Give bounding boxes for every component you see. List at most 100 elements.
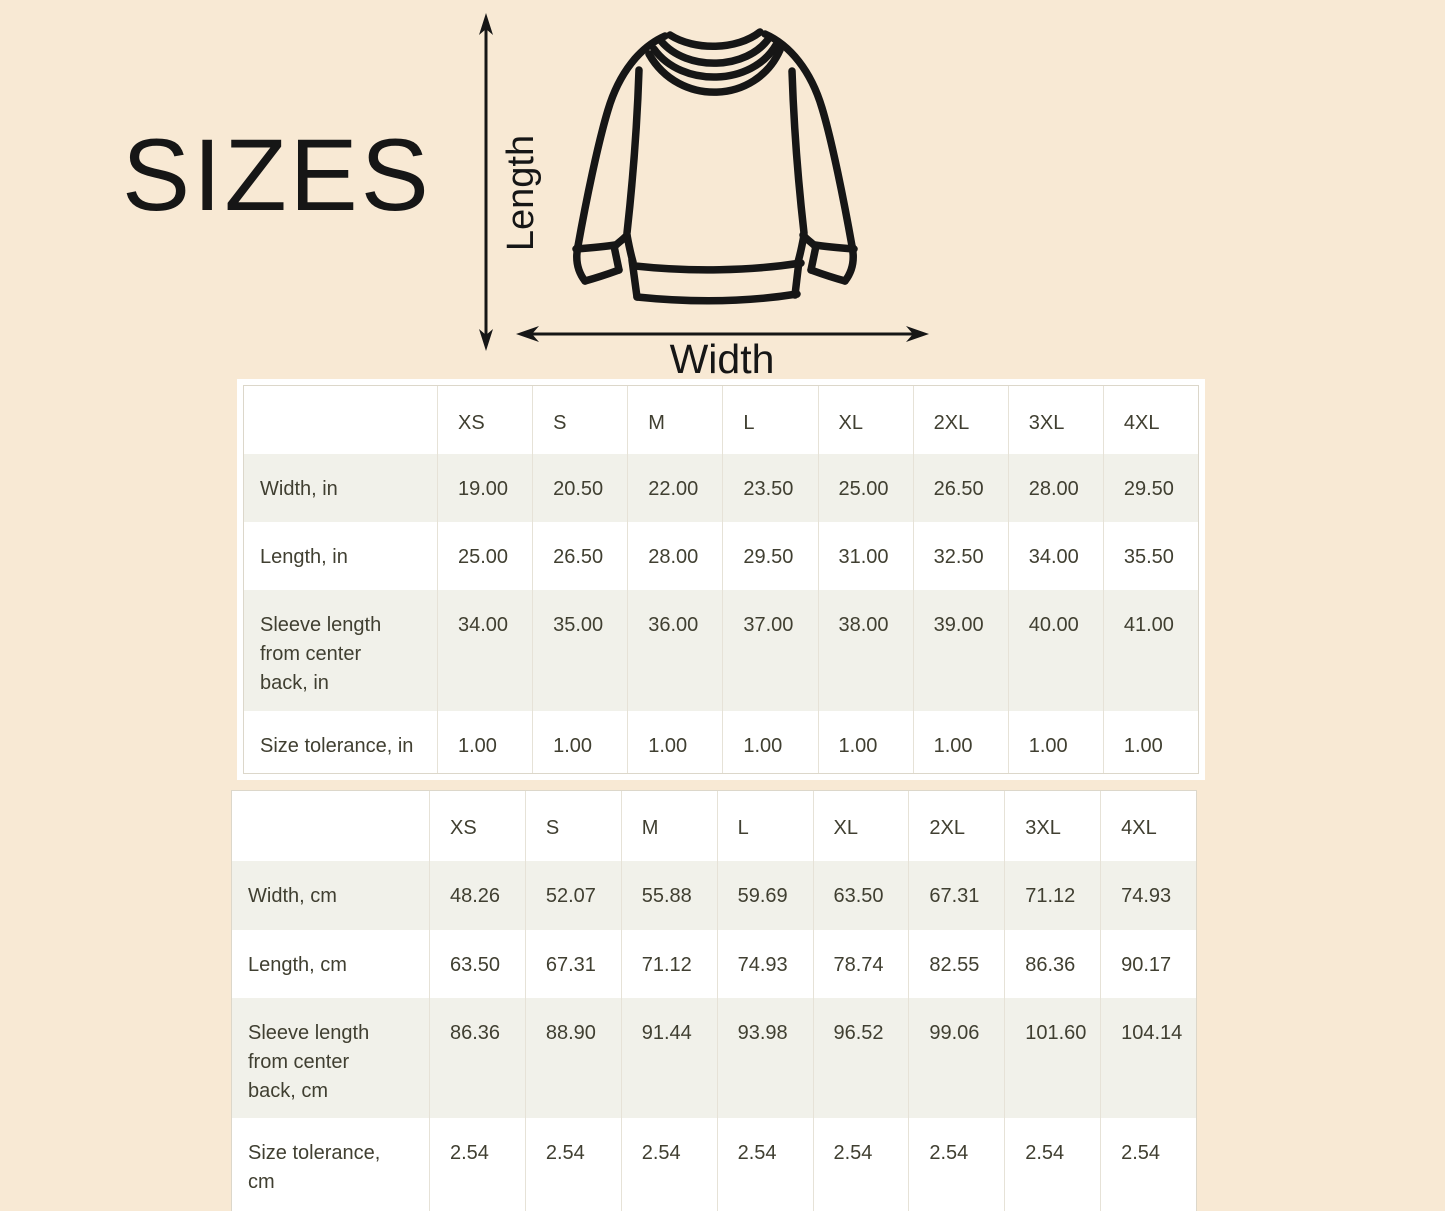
value-cell: 2.54	[429, 1118, 525, 1211]
value-cell: 91.44	[620, 998, 717, 1118]
value-cell: 71.12	[620, 930, 717, 998]
value-cell: 101.60	[1004, 998, 1101, 1118]
value-cell: 31.00	[817, 522, 913, 590]
row-label: Width, cm	[232, 861, 429, 930]
column-header: XS	[437, 386, 532, 454]
value-cell: 36.00	[627, 590, 723, 711]
value-cell: 1.00	[532, 711, 627, 773]
column-header: S	[524, 791, 621, 861]
row-label: Length, in	[260, 546, 348, 568]
value-cell: 59.69	[716, 861, 813, 930]
value-cell: 32.50	[912, 522, 1008, 590]
column-header: 3XL	[1004, 791, 1100, 861]
value-cell: 55.88	[620, 861, 717, 930]
value-cell: 2.54	[524, 1118, 621, 1211]
size-table-inches: XS S M L XL 2XL 3XL 4XL Width, in 19.00 20.50 22.00…	[237, 379, 1205, 780]
value-cell: 78.74	[812, 930, 909, 998]
row-label: Size tolerance, cm	[248, 1142, 381, 1193]
value-cell: 2.54	[812, 1118, 909, 1211]
value-cell: 52.07	[524, 861, 621, 930]
column-header: 4XL	[1100, 791, 1196, 861]
column-header: S	[532, 386, 627, 454]
value-cell: 71.12	[1004, 861, 1101, 930]
value-cell: 25.00	[437, 522, 532, 590]
value-cell: 39.00	[912, 590, 1008, 711]
value-cell: 48.26	[429, 861, 525, 930]
row-label: Size tolerance, in	[260, 735, 414, 757]
value-cell: 93.98	[716, 998, 813, 1118]
size-table-centimeters: XS S M L XL 2XL 3XL 4XL Width, cm 48.26 52.07 55.88…	[231, 790, 1197, 1211]
value-cell: 96.52	[812, 998, 909, 1118]
length-arrow	[479, 13, 493, 351]
page-title: SIZES	[122, 118, 432, 232]
value-cell: 28.00	[1007, 454, 1103, 522]
column-header: XL	[812, 791, 909, 861]
value-cell: 74.93	[1100, 861, 1196, 930]
value-cell: 2.54	[908, 1118, 1004, 1211]
value-cell: 19.00	[437, 454, 533, 522]
value-cell: 86.36	[429, 998, 525, 1118]
value-cell: 35.00	[532, 590, 628, 711]
column-header: XS	[429, 791, 525, 861]
value-cell: 63.50	[429, 930, 525, 998]
value-cell: 82.55	[908, 930, 1004, 998]
value-cell: 67.31	[908, 861, 1005, 930]
width-arrow	[516, 326, 929, 342]
value-cell: 1.00	[817, 711, 913, 773]
value-cell: 40.00	[1007, 590, 1103, 711]
value-cell: 26.50	[532, 522, 627, 590]
column-header: L	[716, 791, 813, 861]
value-cell: 2.54	[716, 1118, 813, 1211]
value-cell: 20.50	[532, 454, 628, 522]
corner-cell	[232, 791, 429, 861]
sweatshirt-icon	[572, 28, 858, 305]
value-cell: 1.00	[627, 711, 722, 773]
value-cell: 1.00	[1007, 711, 1103, 773]
length-dimension-label: Length	[500, 134, 542, 252]
value-cell: 2.54	[1100, 1118, 1196, 1211]
value-cell: 74.93	[716, 930, 813, 998]
value-cell: 1.00	[722, 711, 817, 773]
value-cell: 2.54	[1004, 1118, 1100, 1211]
value-cell: 99.06	[908, 998, 1005, 1118]
value-cell: 28.00	[627, 522, 722, 590]
value-cell: 25.00	[817, 454, 913, 522]
value-cell: 2.54	[620, 1118, 717, 1211]
value-cell: 29.50	[1102, 454, 1198, 522]
value-cell: 34.00	[1007, 522, 1103, 590]
value-cell: 63.50	[812, 861, 909, 930]
column-header: M	[620, 791, 717, 861]
value-cell: 29.50	[722, 522, 817, 590]
column-header: 2XL	[908, 791, 1004, 861]
corner-cell	[244, 386, 437, 454]
value-cell: 1.00	[437, 711, 532, 773]
value-cell: 1.00	[1102, 711, 1198, 773]
row-label: Width, in	[244, 454, 437, 522]
column-header: M	[627, 386, 722, 454]
row-label: Length, cm	[248, 954, 347, 976]
value-cell: 26.50	[912, 454, 1008, 522]
size-grid-inches: XS S M L XL 2XL 3XL 4XL Width, in 19.00 20.50 22.00…	[243, 385, 1199, 774]
value-cell: 67.31	[524, 930, 621, 998]
column-header: L	[722, 386, 817, 454]
row-label: Sleeve length from center back, in	[244, 590, 437, 711]
column-header: 3XL	[1007, 386, 1103, 454]
size-grid-centimeters: XS S M L XL 2XL 3XL 4XL Width, cm 48.26 52.07 55.88…	[231, 790, 1197, 1211]
value-cell: 35.50	[1102, 522, 1198, 590]
value-cell: 38.00	[817, 590, 913, 711]
value-cell: 22.00	[627, 454, 723, 522]
value-cell: 34.00	[437, 590, 533, 711]
value-cell: 90.17	[1100, 930, 1196, 998]
width-dimension-label: Width	[669, 336, 775, 382]
value-cell: 1.00	[912, 711, 1008, 773]
column-header: 4XL	[1102, 386, 1198, 454]
row-label: Sleeve length from center back, cm	[232, 998, 429, 1118]
value-cell: 37.00	[722, 590, 818, 711]
value-cell: 86.36	[1004, 930, 1100, 998]
column-header: XL	[817, 386, 913, 454]
value-cell: 41.00	[1102, 590, 1198, 711]
column-header: 2XL	[912, 386, 1008, 454]
value-cell: 23.50	[722, 454, 818, 522]
value-cell: 104.14	[1100, 998, 1196, 1118]
